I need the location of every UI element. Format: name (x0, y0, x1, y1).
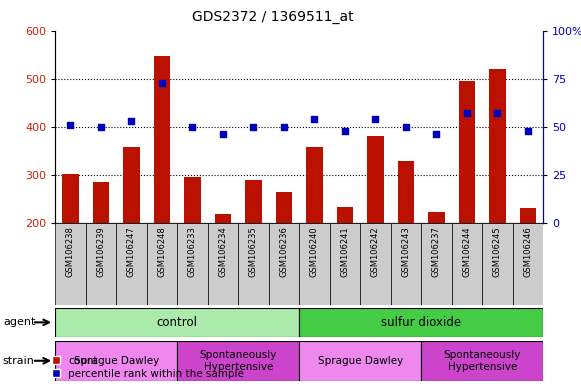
Text: GSM106240: GSM106240 (310, 226, 319, 276)
Bar (238, 31, 269, 223)
Bar (336, 207, 353, 223)
Bar (397, 161, 414, 223)
Text: GSM106244: GSM106244 (462, 226, 471, 276)
Bar (512, 31, 543, 223)
Bar (299, 31, 330, 223)
Text: GSM106245: GSM106245 (493, 226, 502, 276)
Bar (92, 182, 109, 223)
Text: sulfur dioxide: sulfur dioxide (381, 316, 461, 329)
Text: Spontaneously
Hypertensive: Spontaneously Hypertensive (443, 349, 521, 372)
Bar (360, 223, 391, 305)
Bar (208, 223, 238, 305)
Point (401, 124, 411, 130)
Text: agent: agent (3, 317, 35, 328)
Bar (458, 81, 475, 223)
Bar (177, 341, 299, 381)
Bar (86, 223, 116, 305)
Text: GSM106246: GSM106246 (523, 226, 532, 277)
Point (157, 79, 167, 86)
Point (493, 110, 502, 116)
Text: GSM106247: GSM106247 (127, 226, 136, 277)
Bar (452, 223, 482, 305)
Bar (245, 180, 262, 223)
Bar (452, 31, 482, 223)
Text: Sprague Dawley: Sprague Dawley (318, 356, 403, 366)
Bar (275, 192, 292, 223)
Bar (391, 223, 421, 305)
Bar (489, 69, 506, 223)
Bar (55, 341, 177, 381)
Bar (55, 31, 86, 223)
Point (523, 127, 533, 134)
Bar (269, 223, 299, 305)
Text: GSM106236: GSM106236 (279, 226, 288, 277)
Point (279, 124, 289, 130)
Point (218, 131, 228, 137)
Bar (208, 31, 238, 223)
Bar (177, 223, 208, 305)
Bar (123, 147, 140, 223)
Text: GSM106243: GSM106243 (401, 226, 410, 277)
Point (249, 124, 258, 130)
Text: GSM106241: GSM106241 (340, 226, 349, 276)
Bar (421, 223, 452, 305)
Bar (153, 56, 170, 223)
Text: GSM106248: GSM106248 (157, 226, 166, 277)
Text: Spontaneously
Hypertensive: Spontaneously Hypertensive (199, 349, 277, 372)
Bar (55, 223, 86, 305)
Point (127, 118, 136, 124)
Bar (238, 223, 269, 305)
Legend: count, percentile rank within the sample: count, percentile rank within the sample (52, 356, 244, 379)
Bar (330, 31, 360, 223)
Bar (482, 31, 513, 223)
Bar (512, 223, 543, 305)
Bar (214, 214, 231, 223)
Bar (299, 308, 543, 337)
Bar (116, 223, 147, 305)
Bar (62, 174, 79, 223)
Point (96, 124, 106, 130)
Point (432, 131, 441, 137)
Bar (421, 341, 543, 381)
Text: strain: strain (3, 356, 35, 366)
Point (310, 116, 319, 122)
Bar (360, 31, 391, 223)
Bar (306, 147, 323, 223)
Point (340, 127, 350, 134)
Bar (299, 223, 330, 305)
Bar (330, 223, 360, 305)
Point (371, 116, 380, 122)
Bar (55, 308, 299, 337)
Text: GSM106237: GSM106237 (432, 226, 441, 277)
Text: GSM106235: GSM106235 (249, 226, 258, 277)
Text: control: control (157, 316, 198, 329)
Text: GSM106238: GSM106238 (66, 226, 75, 277)
Point (462, 110, 472, 116)
Bar (391, 31, 421, 223)
Text: GSM106234: GSM106234 (218, 226, 227, 277)
Bar (86, 31, 116, 223)
Bar (428, 212, 445, 223)
Text: GSM106242: GSM106242 (371, 226, 380, 276)
Bar (367, 136, 384, 223)
Text: GSM106233: GSM106233 (188, 226, 197, 277)
Bar (299, 341, 421, 381)
Bar (269, 31, 299, 223)
Bar (116, 31, 147, 223)
Text: Sprague Dawley: Sprague Dawley (74, 356, 159, 366)
Bar (147, 31, 177, 223)
Bar (519, 208, 536, 223)
Point (188, 124, 197, 130)
Bar (177, 31, 208, 223)
Point (66, 122, 75, 128)
Text: GSM106239: GSM106239 (96, 226, 105, 277)
Bar (147, 223, 177, 305)
Bar (421, 31, 452, 223)
Bar (482, 223, 513, 305)
Bar (184, 177, 201, 223)
Text: GDS2372 / 1369511_at: GDS2372 / 1369511_at (192, 10, 354, 23)
